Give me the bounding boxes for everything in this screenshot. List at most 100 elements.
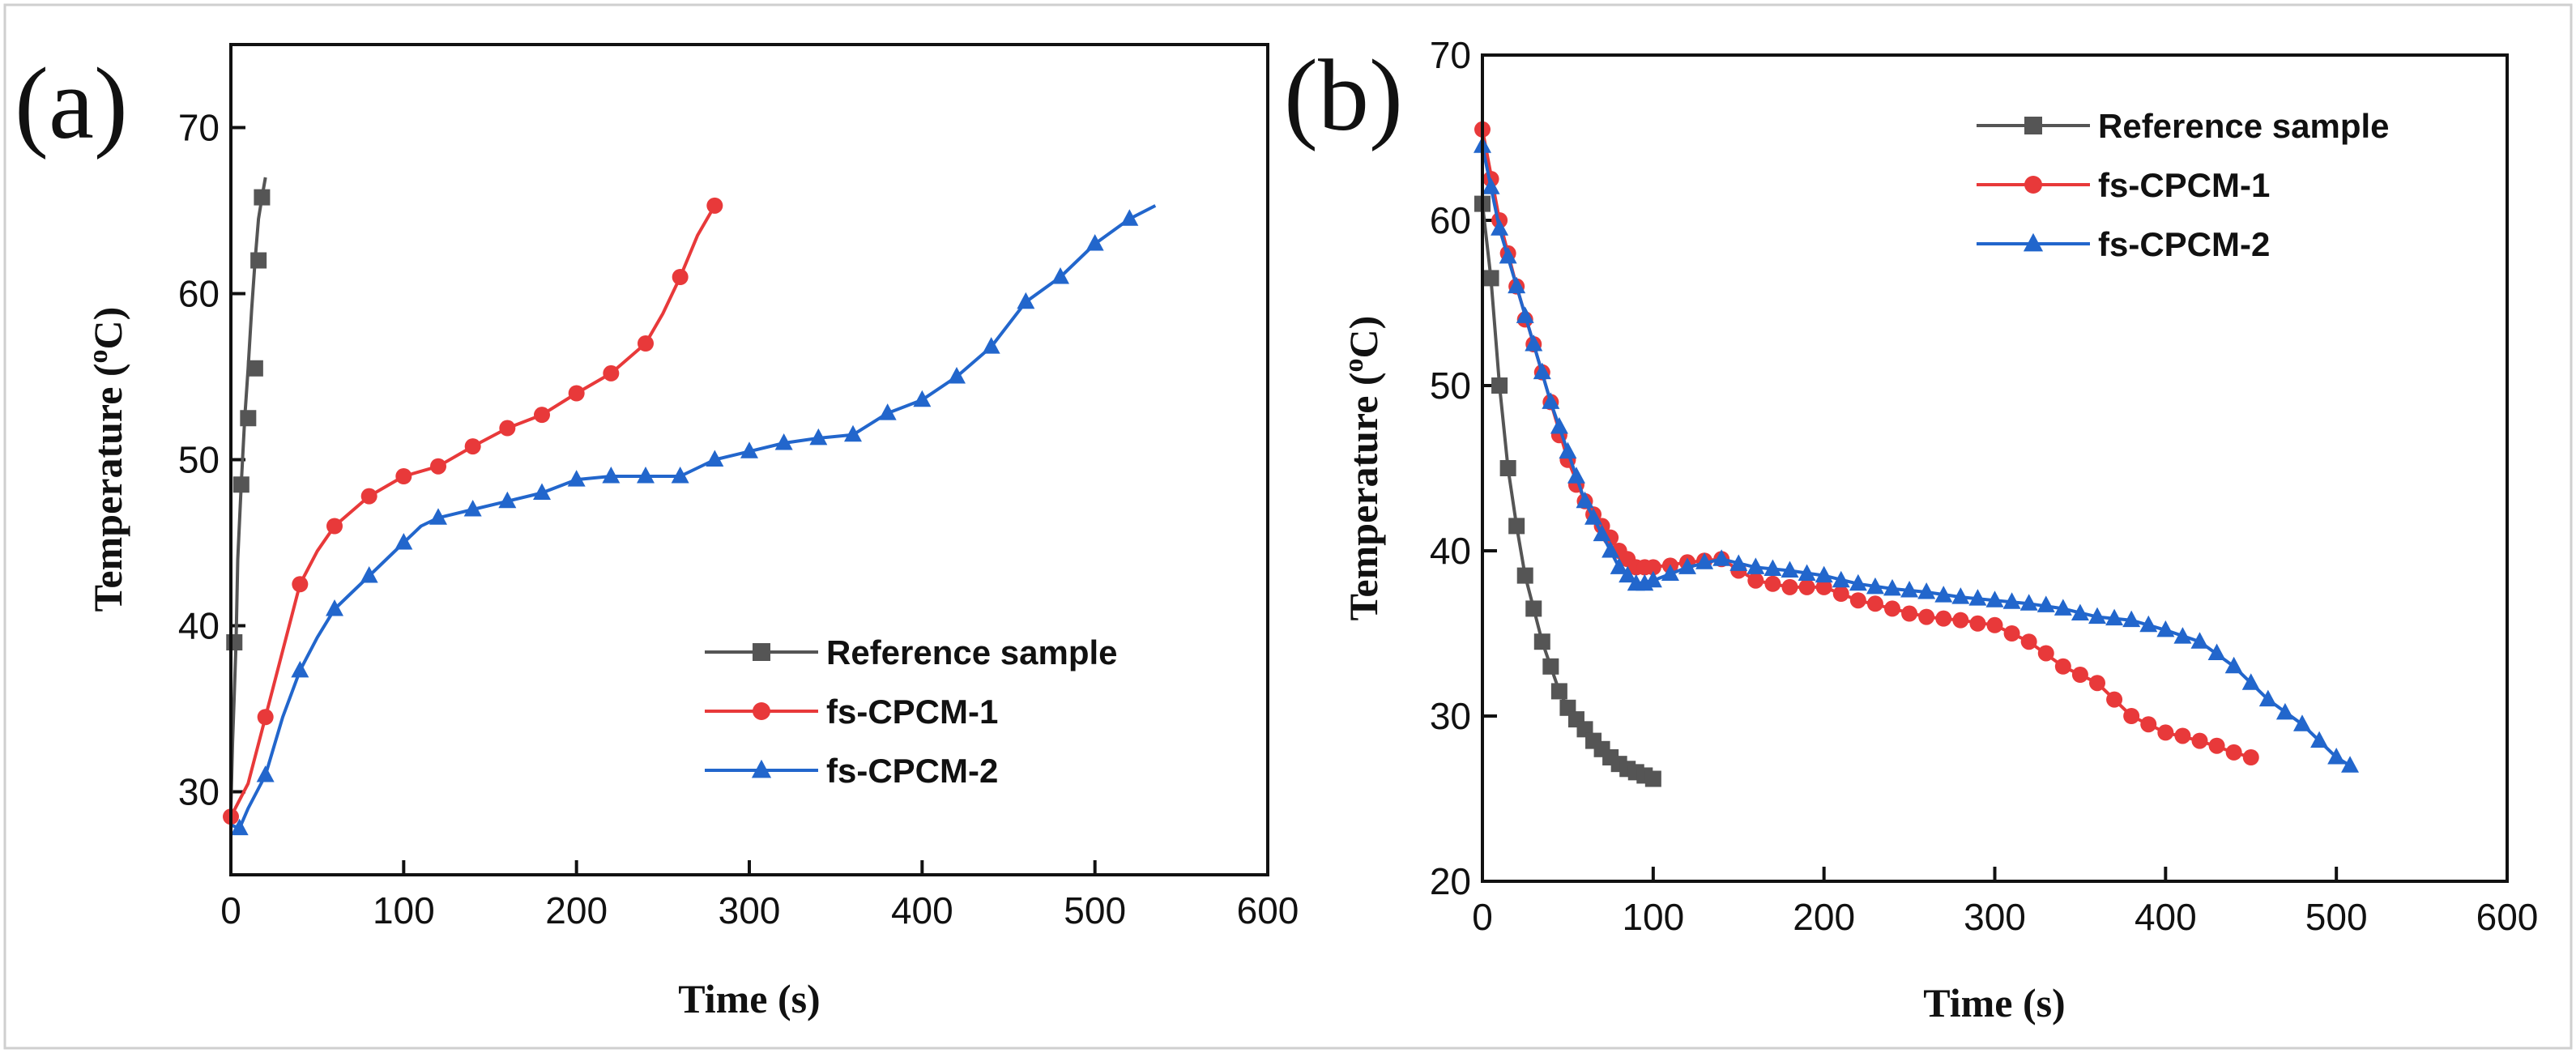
panel-b-series-0-marker-6 xyxy=(1525,600,1542,617)
panel-b-series-1-marker-20 xyxy=(1644,559,1661,576)
panel-b-x-tick-label-5: 500 xyxy=(2305,896,2368,938)
panel-a-series-2-marker-12 xyxy=(637,467,655,484)
panel-b-series-2-marker-56 xyxy=(2258,689,2277,707)
panel-b-series-1-marker-39 xyxy=(1969,615,1986,632)
panel-b-series-2-marker-27 xyxy=(1764,559,1782,576)
panel-b-x-tick-label-0: 0 xyxy=(1472,896,1493,938)
panel-a-y-axis-title-degree: o xyxy=(83,349,113,363)
panel-a-legend: Reference sample fs-CPCM-1 fs-CPCM-2 xyxy=(705,633,1118,790)
panel-b-series-1-marker-27 xyxy=(1764,575,1781,592)
panel-a-series-2-marker-6 xyxy=(429,508,447,525)
panel-b-series-2-marker-35 xyxy=(1900,580,1919,598)
panel-a-legend-label-2: fs-CPCM-2 xyxy=(826,752,998,790)
panel-a-x-tick-label-0: 0 xyxy=(220,889,241,932)
panel-b-x-tick-label-4: 400 xyxy=(2135,896,2197,938)
panel-a-series-2-marker-23 xyxy=(1017,292,1035,309)
panel-b-series-2-marker-20 xyxy=(1644,570,1662,588)
panel-a-y-axis-title-unit: C) xyxy=(85,307,130,350)
panel-a-series-0-marker-3 xyxy=(246,360,263,377)
panel-a-series-0-marker-5 xyxy=(254,189,271,206)
panel-b-legend-label-0: Reference sample xyxy=(2098,107,2390,145)
panel-b-series-2-marker-6 xyxy=(1525,335,1543,352)
panel-b-y-axis-title-unit: C) xyxy=(1341,316,1386,359)
panel-b-series-1-marker-47 xyxy=(2106,691,2123,708)
panel-a-series-2-marker-17 xyxy=(809,428,828,446)
panel-b-y-axis-title-degree: o xyxy=(1339,358,1369,372)
panel-b-series-2-marker-31 xyxy=(1832,570,1850,588)
panel-a-series-1-marker-8 xyxy=(499,420,516,437)
panel-b-series-2-marker-14 xyxy=(1593,524,1611,542)
panel-b-legend: Reference sample fs-CPCM-1 fs-CPCM-2 xyxy=(1977,107,2390,263)
panel-b-series-2-marker-26 xyxy=(1746,557,1765,574)
panel-b-series-2-marker-21 xyxy=(1661,564,1679,582)
panel-a-x-tick-label-3: 300 xyxy=(719,889,781,932)
panel-b-series-2-marker-48 xyxy=(2122,610,2141,628)
panel-a-legend-label-1: fs-CPCM-1 xyxy=(826,693,998,731)
panel-b-series-2-marker-52 xyxy=(2190,632,2209,649)
panel-b-frame xyxy=(1481,53,2509,883)
panel-b-series-0-marker-20 xyxy=(1644,770,1661,787)
panel-b-series-1-marker-26 xyxy=(1747,572,1764,589)
panel-b-series-2-marker-46 xyxy=(2088,607,2106,625)
panel-b-series-2-marker-61 xyxy=(2341,756,2360,773)
panel-b-series-2-marker-50 xyxy=(2156,620,2175,637)
panel-a-legend-marker-2 xyxy=(751,759,772,778)
panel-b-series-2-marker-5 xyxy=(1516,306,1534,323)
panel-a-label: (a) xyxy=(15,48,128,160)
panel-b-series-2-marker-2 xyxy=(1491,219,1509,236)
panel-a-series-line-1 xyxy=(229,204,717,818)
panel-b-series-2-marker-32 xyxy=(1849,573,1867,591)
panel-b-series-2-marker-23 xyxy=(1695,552,1714,569)
panel-a-series-1-marker-13 xyxy=(672,269,689,285)
panel-a-y-tick-label-4: 70 xyxy=(178,107,220,149)
panel-b-series-1-marker-35 xyxy=(1901,605,1918,622)
panel-b-series-1-marker-54 xyxy=(2225,744,2242,761)
panel-a-legend-marker-0 xyxy=(753,643,770,661)
panel-a-series-2-marker-7 xyxy=(463,500,482,517)
panel-b-x-tick-label-3: 300 xyxy=(1964,896,2026,938)
panel-b-series-line-1 xyxy=(1481,129,2252,759)
panel-b-series-2-marker-43 xyxy=(2036,595,2055,612)
panel-b-series-1-marker-34 xyxy=(1884,600,1900,617)
panel-b-series-0-marker-1 xyxy=(1482,270,1499,287)
panel-b-series-2-marker-55 xyxy=(2241,673,2260,690)
panel-b-series-1-marker-55 xyxy=(2242,749,2259,765)
panel-b-y-tick-label-1: 30 xyxy=(1430,695,1471,737)
panel-b-series-1-marker-36 xyxy=(1918,608,1935,625)
panel-b-label: (b) xyxy=(1284,40,1403,152)
panel-b-legend-label-1: fs-CPCM-1 xyxy=(2098,166,2270,204)
panel-b-series-2-marker-40 xyxy=(1985,590,2004,608)
panel-a-chart: (a) 0 100 200 300 400 500 600 30 40 50 60 70 Time (… xyxy=(15,43,1299,1021)
panel-b-x-tick-label-2: 200 xyxy=(1793,896,1855,938)
panel-b-series-2-marker-34 xyxy=(1883,578,1901,596)
panel-b-series-1-marker-41 xyxy=(2003,625,2020,642)
panel-a-series-1-marker-4 xyxy=(360,488,377,505)
panel-a-series-group xyxy=(223,177,1157,836)
panel-b-series-0-marker-8 xyxy=(1542,658,1559,675)
panel-b-series-2-marker-30 xyxy=(1815,565,1833,583)
panel-b-series-1-marker-48 xyxy=(2123,708,2140,724)
panel-b-series-2-marker-47 xyxy=(2105,608,2124,626)
panel-b-series-2-marker-17 xyxy=(1619,565,1637,583)
panel-b-series-0-marker-7 xyxy=(1533,633,1550,650)
panel-a-series-1-marker-2 xyxy=(292,576,309,593)
panel-b-series-2-marker-60 xyxy=(2327,748,2346,765)
panel-a-series-2-marker-18 xyxy=(844,424,862,442)
panel-a-series-2-marker-15 xyxy=(740,441,758,458)
panel-b-series-2-marker-33 xyxy=(1866,577,1884,595)
panel-b-ticks: 0 100 200 300 400 500 600 20 30 40 50 60 70 xyxy=(1430,34,2539,938)
panel-a-series-0-marker-1 xyxy=(232,476,249,493)
panel-a-x-tick-label-6: 600 xyxy=(1237,889,1299,932)
panel-b-y-axis-title: Temperature (oC) xyxy=(1339,316,1386,621)
panel-b-series-1-marker-43 xyxy=(2037,645,2054,662)
panel-b-series-2-marker-15 xyxy=(1601,541,1620,558)
panel-b-series-2-marker-12 xyxy=(1576,491,1594,509)
panel-a-series-2-marker-13 xyxy=(671,467,689,484)
panel-a-series-1-marker-5 xyxy=(395,468,412,484)
panel-b-y-tick-label-3: 50 xyxy=(1430,364,1471,407)
panel-a-series-2-marker-22 xyxy=(982,337,1000,354)
panel-b-series-1-marker-45 xyxy=(2071,667,2088,683)
panel-a-y-axis-title-main: Temperature ( xyxy=(85,363,130,612)
panel-b-y-tick-label-5: 70 xyxy=(1430,34,1471,76)
panel-b-series-2-marker-49 xyxy=(2139,615,2158,633)
